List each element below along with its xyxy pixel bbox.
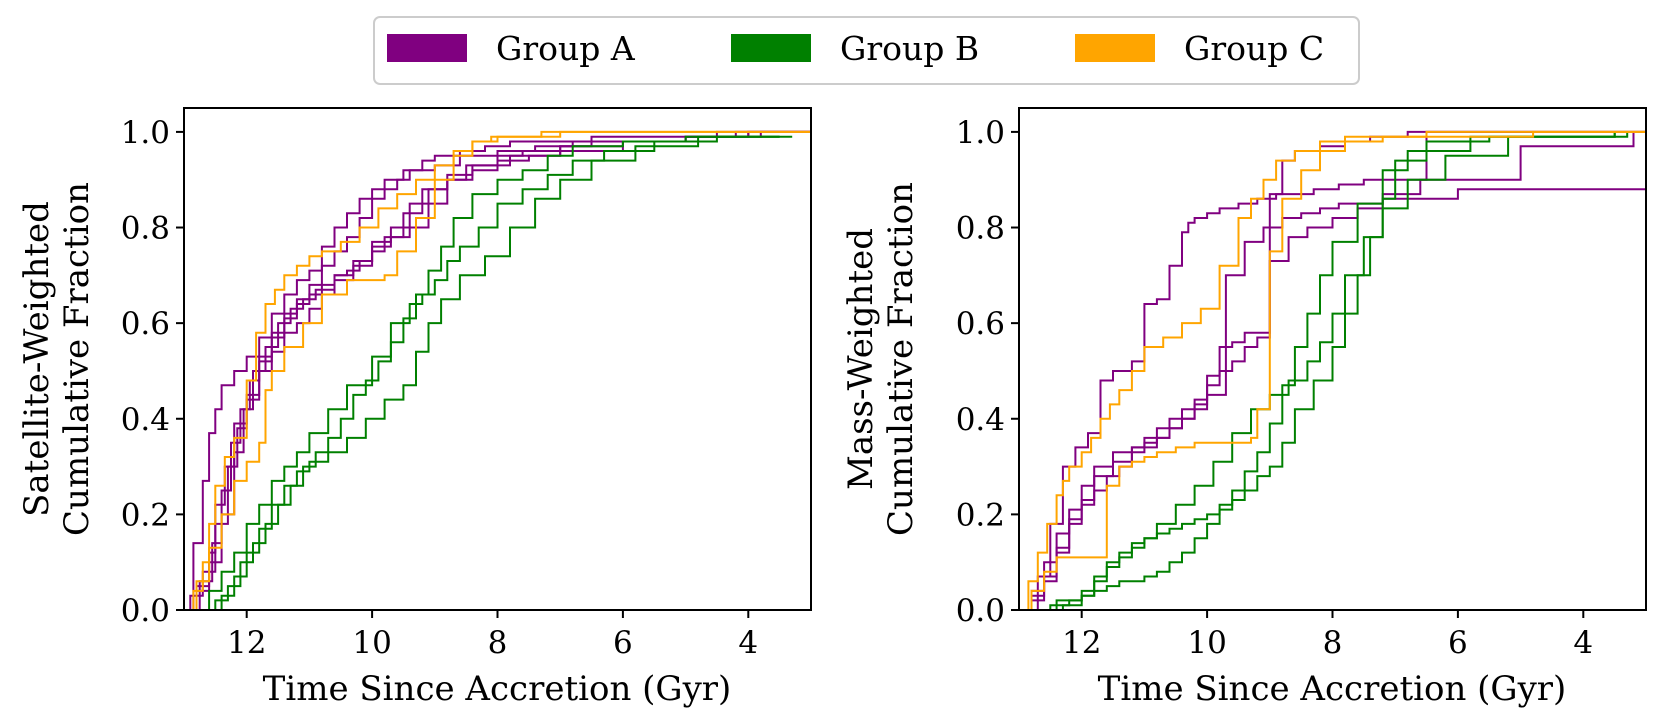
right-y-tick-label-0.6: 0.6 — [956, 306, 1005, 342]
legend: Group A Group B Group C — [373, 16, 1360, 85]
left-y-axis-label-line1: Satellite-Weighted — [17, 201, 57, 517]
left-series-group-b-5 — [184, 135, 793, 611]
right-series-group-a-2 — [1019, 131, 1647, 611]
right-x-tick-label-6: 6 — [1448, 625, 1468, 661]
left-x-tick-label-4: 4 — [738, 625, 758, 661]
right-y-tick-label-0.8: 0.8 — [956, 211, 1005, 247]
legend-label-group-a: Group A — [496, 29, 636, 68]
right-y-axis-label-line2: Cumulative Fraction — [881, 182, 921, 536]
legend-label-group-b: Group B — [840, 29, 979, 68]
left-y-tick-label-1.0: 1.0 — [121, 115, 170, 151]
left-series-group-b-6 — [184, 135, 780, 611]
left-series-group-b-7 — [184, 135, 780, 611]
right-ticks-layer: 12 10 8 6 4 0.0 0.2 0.4 0.6 0.8 1.0 — [956, 115, 1593, 661]
left-y-tick-label-0.8: 0.8 — [121, 211, 170, 247]
right-x-tick-label-12: 12 — [1062, 625, 1101, 661]
right-series-group-b-6 — [1019, 131, 1616, 611]
left-x-tick-label-12: 12 — [227, 625, 266, 661]
right-y-tick-label-0.4: 0.4 — [956, 402, 1005, 438]
left-series-group-a-4 — [184, 130, 811, 611]
right-x-tick-label-10: 10 — [1187, 625, 1226, 661]
left-ticks-layer: 12 10 8 6 4 0.0 0.2 0.4 0.6 0.8 1.0 — [121, 115, 758, 661]
right-y-tick-label-0.2: 0.2 — [956, 497, 1005, 533]
left-x-tick-label-10: 10 — [352, 625, 391, 661]
left-x-tick-label-8: 8 — [488, 625, 508, 661]
left-y-tick-label-0.4: 0.4 — [121, 402, 170, 438]
right-series-group-a-3 — [1019, 131, 1635, 611]
right-y-tick-label-1.0: 1.0 — [956, 115, 1005, 151]
right-x-axis-label: Time Since Accretion (Gyr) — [1098, 669, 1567, 709]
right-series-group-b-4 — [1019, 131, 1629, 611]
legend-frame — [373, 16, 1360, 85]
left-y-tick-label-0.6: 0.6 — [121, 306, 170, 342]
legend-swatch-group-b — [731, 34, 811, 62]
right-x-tick-label-4: 4 — [1573, 625, 1593, 661]
right-y-axis-label-line1: Mass-Weighted — [841, 228, 881, 490]
right-series-group-a-0 — [1019, 130, 1646, 611]
right-series-layer — [1019, 130, 1647, 611]
legend-swatch-group-c — [1075, 34, 1155, 62]
right-series-group-c-8 — [1019, 130, 1646, 611]
right-series-group-c-7 — [1019, 130, 1646, 611]
left-x-tick-label-6: 6 — [613, 625, 633, 661]
left-series-group-c-9 — [184, 130, 811, 611]
left-y-tick-label-0.2: 0.2 — [121, 497, 170, 533]
left-series-layer — [184, 130, 811, 611]
legend-label-group-c: Group C — [1184, 29, 1324, 68]
right-x-tick-label-8: 8 — [1323, 625, 1343, 661]
left-chart: 12 10 8 6 4 0.0 0.2 0.4 0.6 0.8 1.0 Time Since Acc… — [17, 107, 812, 709]
right-y-tick-label-0.0: 0.0 — [956, 593, 1005, 629]
legend-swatch-group-a — [387, 34, 467, 62]
left-y-tick-label-0.0: 0.0 — [121, 593, 170, 629]
left-y-axis-label-line2: Cumulative Fraction — [57, 182, 97, 536]
right-series-group-b-5 — [1019, 131, 1616, 611]
left-x-axis-label: Time Since Accretion (Gyr) — [263, 669, 732, 709]
left-series-group-a-0 — [184, 130, 811, 611]
right-chart: 12 10 8 6 4 0.0 0.2 0.4 0.6 0.8 1.0 Time Since Acc… — [841, 107, 1647, 709]
